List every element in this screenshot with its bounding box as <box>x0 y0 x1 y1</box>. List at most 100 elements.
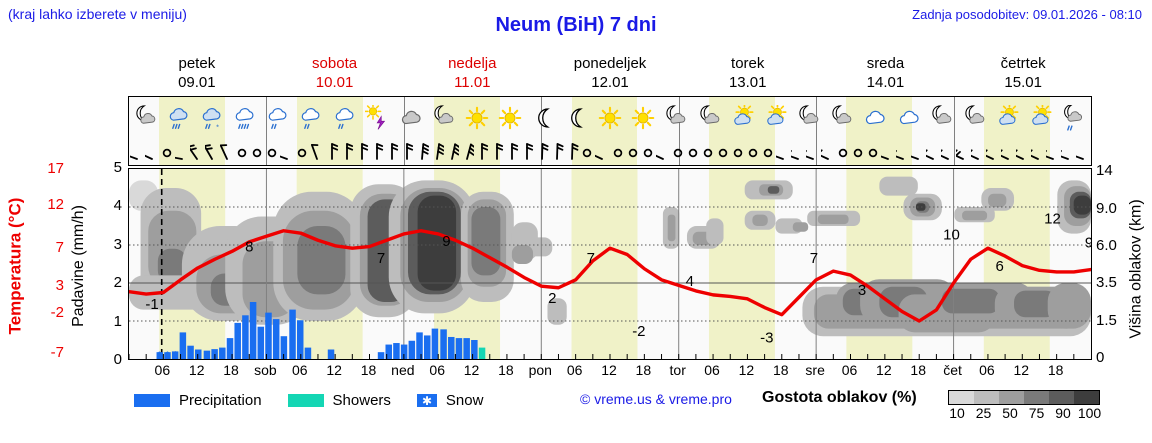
precip-bar-10 <box>234 322 241 359</box>
wind-barb-icon <box>370 139 385 165</box>
precipitation-tick-4: 1 <box>113 312 122 330</box>
day-header-1: sobota 10.01 <box>266 54 404 94</box>
temperature-labels: -1 8 7 9 2 7 4 -2 -3 7 3 10 6 12 9 <box>145 211 1091 347</box>
x-tick-label-10: 18 <box>498 362 514 378</box>
wind-calm-icon <box>730 139 745 165</box>
precip-bar-31 <box>455 338 463 359</box>
cloud-height-tick-1: 9.0 <box>1096 200 1117 217</box>
x-tick-label-17: 12 <box>738 362 755 378</box>
snow-swatch-icon: ✱ <box>416 393 437 408</box>
cloud-height-tick-3: 3.5 <box>1096 274 1117 291</box>
wind-barb-icon <box>790 139 805 165</box>
legend-item-0: Precipitation <box>134 392 262 409</box>
wind-calm-icon <box>866 139 881 165</box>
sun-thunder-icon <box>361 98 394 138</box>
day-header-0: petek 09.01 <box>128 54 266 94</box>
x-tick-label-18: 18 <box>772 362 789 378</box>
x-tick-label-6: 18 <box>360 362 377 378</box>
wind-barb-icon <box>279 139 294 165</box>
precip-bar-2 <box>171 351 179 359</box>
cloud-ramp-label-2: 50 <box>1002 405 1018 421</box>
cloud-blob-22 <box>471 207 501 276</box>
x-tick-label-1: 12 <box>188 362 205 378</box>
cloud-blob-48 <box>1014 290 1058 318</box>
temperature-label-13: 12 <box>1044 211 1061 228</box>
temperature-tick-1: 12 <box>47 196 64 213</box>
cloud-ramp-label-5: 100 <box>1077 405 1102 421</box>
wind-barb-icon <box>324 139 339 165</box>
wind-barb-icon <box>986 139 1001 165</box>
wind-barb-icon <box>881 139 896 165</box>
wind-barb-icon <box>415 139 430 165</box>
precip-bar-4 <box>187 345 194 359</box>
x-tick-label-15: tor <box>669 362 686 378</box>
moon-cloud-icon <box>958 98 991 138</box>
wind-calm-icon <box>610 139 625 165</box>
cloud-height-tick-0: 14 <box>1096 162 1113 179</box>
wind-barb-icon <box>595 139 610 165</box>
precipitation-tick-0: 5 <box>113 159 122 176</box>
sun-icon <box>494 98 527 138</box>
moon-cloud-icon <box>925 98 958 138</box>
temperature-label-3: 9 <box>442 233 450 250</box>
wind-barb-icon <box>490 139 505 165</box>
moon-cloud-icon <box>428 98 461 138</box>
wind-barb-icon <box>339 139 354 165</box>
snow-marker-0: * <box>158 350 161 359</box>
wind-barb-icon <box>941 139 956 165</box>
cloud-white-icon <box>892 98 925 138</box>
precip-bar-32 <box>463 338 470 359</box>
wind-calm-icon <box>580 139 595 165</box>
precipitation-bars: * * * <box>156 302 486 359</box>
temperature-label-10: 3 <box>858 282 866 299</box>
wind-calm-icon <box>670 139 685 165</box>
cloud-blob-49 <box>1047 283 1091 329</box>
day-separator-3 <box>541 97 543 165</box>
cloud-blob-24 <box>528 237 553 257</box>
temperature-label-7: -2 <box>632 323 645 340</box>
wind-barb-icon <box>520 139 535 165</box>
day-separator-5 <box>816 97 818 165</box>
wind-barb-icon <box>805 139 820 165</box>
moon-cloud-icon <box>129 98 162 138</box>
cloud-density-ramp-labels: 10 25 50 75 90 100 <box>943 405 1108 423</box>
legend-item-2: ✱ Snow <box>416 392 483 409</box>
cloud-ramp-step-0 <box>949 391 974 404</box>
day-name: sreda <box>866 55 905 72</box>
precip-bar-6 <box>203 350 211 359</box>
cloud-rain-snow-icon: * <box>195 98 228 138</box>
wind-calm-icon <box>685 139 700 165</box>
cloud-blob-62 <box>879 176 918 196</box>
cloud-density-legend-title: Gostota oblakov (%) <box>762 389 917 406</box>
wind-barb-icon <box>1016 139 1031 165</box>
temperature-label-12: 6 <box>995 258 1003 275</box>
cloud-blob-57 <box>988 193 1007 207</box>
sun-cloud-icon <box>726 98 759 138</box>
x-axis-tick-labels: 06 12 18 sob 06 12 18 ned 06 12 18 pon 06 12 18 tor 06 12… <box>128 362 1092 382</box>
wind-barb-icon <box>400 139 415 165</box>
precip-bar-23 <box>393 343 400 359</box>
cloud-icon <box>394 98 427 138</box>
cloud-blob-55 <box>962 210 988 221</box>
cloud-rain-light-icon <box>295 98 328 138</box>
cloud-blob-25 <box>511 245 534 264</box>
wind-calm-icon <box>715 139 730 165</box>
temperature-label-2: 7 <box>377 250 385 267</box>
cloud-ramp-step-1 <box>974 391 999 404</box>
wind-calm-icon <box>835 139 850 165</box>
precip-bar-13 <box>257 326 265 359</box>
day-header-5: sreda 14.01 <box>817 54 955 94</box>
svg-text:✱: ✱ <box>422 394 432 407</box>
x-tick-label-9: 12 <box>463 362 480 378</box>
temperature-label-6: 4 <box>686 273 694 290</box>
cloud-blob-3 <box>157 248 187 283</box>
wind-barb-icon <box>775 139 790 165</box>
wind-barb-icon <box>971 139 986 165</box>
x-tick-label-0: 06 <box>154 362 171 378</box>
wind-barb-icon <box>460 139 475 165</box>
copyright-text[interactable]: © vreme.us & vreme.pro <box>580 391 732 407</box>
moon-icon <box>527 98 560 138</box>
temperature-label-9: 7 <box>810 250 818 267</box>
moon-cloud-rain-icon <box>1058 98 1091 138</box>
cloud-height-axis-title-label: Višina oblakov (km) <box>1128 198 1145 339</box>
